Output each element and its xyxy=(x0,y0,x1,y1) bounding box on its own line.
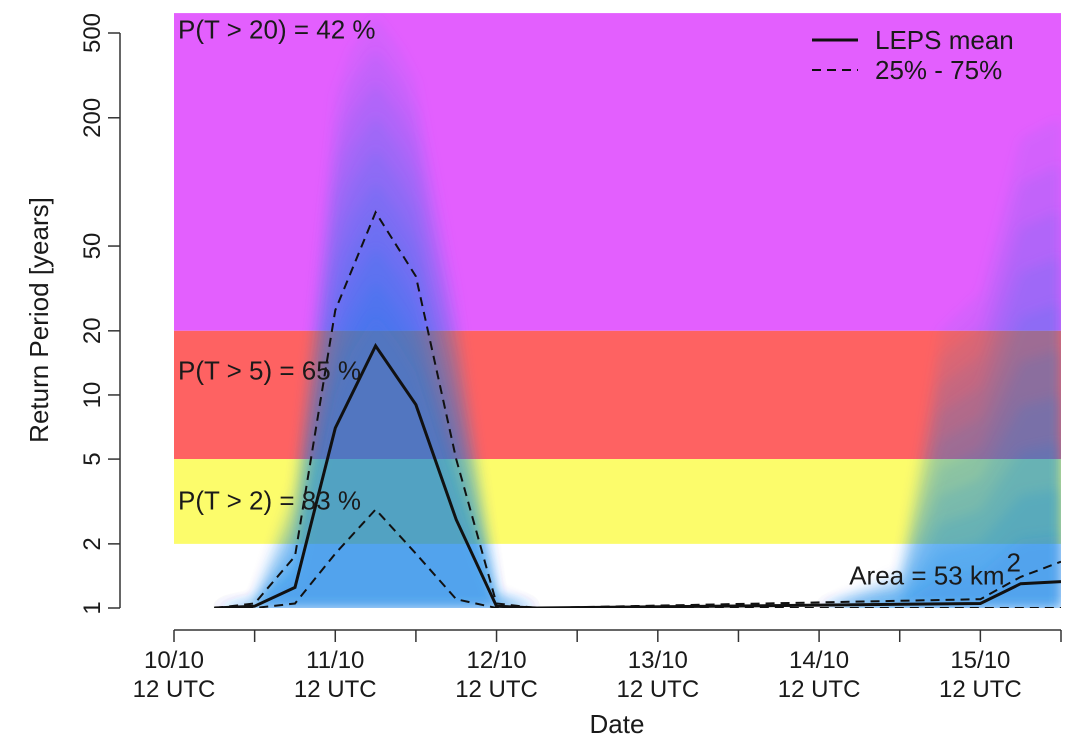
area-annotation: Area = 53 km 2 xyxy=(849,548,1021,591)
x-tick-date-4: 14/10 xyxy=(789,647,849,674)
area-annotation-text: Area = 53 km xyxy=(849,561,1004,591)
band-labels: P(T > 20) = 42 % P(T > 5) = 65 % P(T > 2) … xyxy=(178,14,376,515)
x-tick-date-1: 11/10 xyxy=(306,647,364,674)
y-tick-label-0: 1 xyxy=(79,601,106,614)
band-label-0: P(T > 20) = 42 % xyxy=(178,14,376,44)
x-tick-date-3: 13/10 xyxy=(628,647,688,674)
x-tick-date-5: 15/10 xyxy=(950,647,1010,674)
band-label-2: P(T > 2) = 83 % xyxy=(178,485,361,515)
y-tick-label-1: 2 xyxy=(79,537,106,550)
x-tick-time-5: 12 UTC xyxy=(939,676,1022,703)
y-tick-label-7: 500 xyxy=(79,13,106,53)
x-tick-date-0: 10/10 xyxy=(144,647,204,674)
legend-label-0: LEPS mean xyxy=(875,25,1014,55)
y-tick-label-3: 10 xyxy=(79,382,106,409)
series-line-1 xyxy=(214,210,1061,608)
series-lines xyxy=(214,210,1061,608)
x-tick-time-3: 12 UTC xyxy=(616,676,699,703)
y-tick-label-5: 50 xyxy=(79,233,106,260)
legend-label-1: 25% - 75% xyxy=(875,55,1002,85)
y-tick-label-2: 5 xyxy=(79,452,106,465)
ensemble-spread xyxy=(214,16,1061,608)
y-axis-title: Return Period [years] xyxy=(24,197,54,443)
x-tick-time-4: 12 UTC xyxy=(778,676,861,703)
band-label-1: P(T > 5) = 65 % xyxy=(178,356,361,386)
x-axis-title: Date xyxy=(590,709,645,739)
y-tick-label-4: 20 xyxy=(79,317,106,344)
y-tick-label-6: 200 xyxy=(79,98,106,138)
y-axis: 1 2 5 10 20 50 200 500 xyxy=(79,13,121,615)
area-annotation-superscript: 2 xyxy=(1007,548,1021,578)
spread-layer-9 xyxy=(214,312,1061,608)
x-tick-time-2: 12 UTC xyxy=(455,676,538,703)
x-tick-time-0: 12 UTC xyxy=(133,676,216,703)
x-tick-date-2: 12/10 xyxy=(467,647,527,674)
x-tick-time-1: 12 UTC xyxy=(294,676,377,703)
series-line-0 xyxy=(214,342,1061,608)
